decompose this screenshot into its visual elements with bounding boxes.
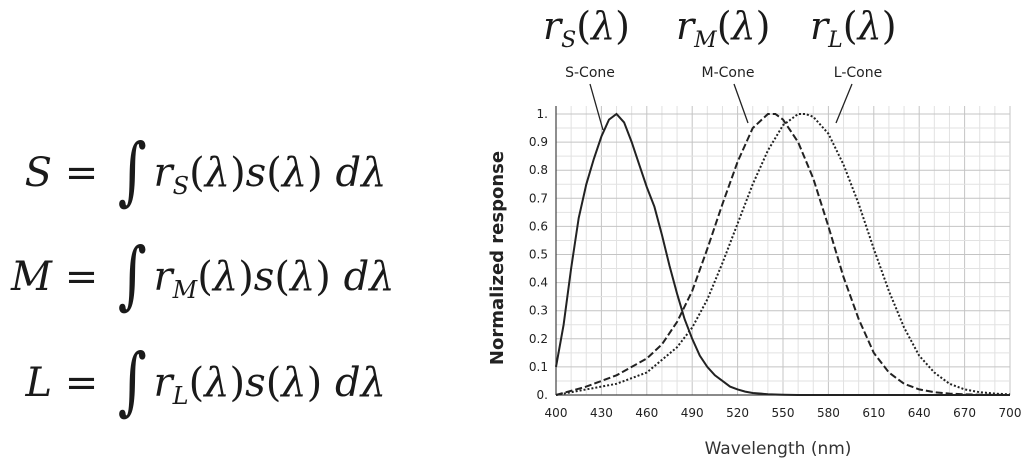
equation-s-sub: S bbox=[172, 172, 190, 200]
x-tick-label: 490 bbox=[681, 406, 704, 420]
integral-sign: ∫ bbox=[117, 338, 147, 424]
x-tick-label: 610 bbox=[862, 406, 885, 420]
series-callouts: S-Cone M-Cone L-Cone bbox=[565, 65, 882, 131]
y-tick-label: 0.1 bbox=[529, 360, 548, 374]
y-tick-label: 0.4 bbox=[529, 276, 548, 290]
equation-l: L = ∫ rL(λ)s(λ) dλ bbox=[25, 338, 386, 424]
equation-l-lhs: L bbox=[25, 360, 52, 406]
series-line-s-cone bbox=[555, 112, 1010, 396]
x-tick-label: 580 bbox=[817, 406, 840, 420]
equation-l-sub: L bbox=[172, 382, 189, 410]
rm-label: rM(λ) bbox=[676, 4, 771, 53]
x-tick-label: 550 bbox=[772, 406, 795, 420]
x-tick-label: 460 bbox=[635, 406, 658, 420]
y-tick-label: 0.9 bbox=[529, 135, 548, 149]
grid bbox=[555, 106, 1011, 396]
equation-m: M = ∫ rM(λ)s(λ) dλ bbox=[11, 232, 395, 318]
x-tick-label: 640 bbox=[908, 406, 931, 420]
equals-sign: = bbox=[64, 150, 99, 196]
rl-label: rL(λ) bbox=[810, 4, 897, 53]
y-tick-label: 0.5 bbox=[529, 248, 548, 262]
y-tick-label: 1. bbox=[537, 107, 548, 121]
x-tick-label: 430 bbox=[590, 406, 613, 420]
series-lines bbox=[555, 112, 1011, 396]
y-tick-label: 0.2 bbox=[529, 332, 548, 346]
series-line-l-cone bbox=[555, 113, 1011, 396]
series-label: M-Cone bbox=[702, 65, 755, 81]
y-tick-label: 0.6 bbox=[529, 219, 548, 233]
y-axis-label: Normalized response bbox=[487, 151, 508, 365]
y-tick-label: 0.7 bbox=[529, 191, 548, 205]
integral-sign: ∫ bbox=[117, 128, 147, 214]
y-tick-label: 0.8 bbox=[529, 163, 548, 177]
equation-s-lhs: S bbox=[24, 150, 52, 196]
series-line-m-cone bbox=[555, 113, 1011, 396]
equation-m-sub: M bbox=[172, 276, 198, 304]
x-tick-label: 400 bbox=[545, 406, 568, 420]
series-label: S-Cone bbox=[565, 65, 615, 81]
equals-sign: = bbox=[64, 360, 99, 406]
x-tick-label: 520 bbox=[726, 406, 749, 420]
leader-line bbox=[733, 83, 749, 124]
series-label: L-Cone bbox=[834, 65, 882, 81]
equals-sign: = bbox=[64, 254, 99, 300]
y-tick-label: 0.3 bbox=[529, 304, 548, 318]
leader-line bbox=[835, 83, 853, 124]
x-tick-label: 670 bbox=[953, 406, 976, 420]
x-tick-label: 700 bbox=[999, 406, 1022, 420]
equation-m-lhs: M bbox=[11, 254, 52, 300]
equation-s: S = ∫ rS(λ)s(λ) dλ bbox=[24, 128, 387, 214]
rs-label: rS(λ) bbox=[543, 4, 630, 53]
x-axis-label: Wavelength (nm) bbox=[705, 439, 852, 459]
leader-line bbox=[589, 83, 604, 131]
integral-sign: ∫ bbox=[117, 232, 147, 318]
tick-labels: 400 430 460 490 520 550 580 610 640 670 700 0. 0.1 0.… bbox=[529, 107, 1022, 420]
y-tick-label: 0. bbox=[537, 388, 548, 402]
